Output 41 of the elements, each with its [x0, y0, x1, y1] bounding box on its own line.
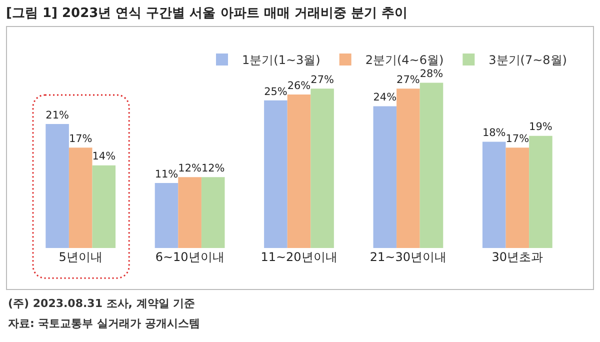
legend-label: 2분기(4~6월)	[365, 53, 444, 68]
chart-title: [그림 1] 2023년 연식 구간별 서울 아파트 매매 거래비중 분기 추이	[6, 5, 408, 22]
data-label: 12%	[201, 162, 225, 175]
bar	[68, 148, 92, 248]
legend-label: 3분기(7~8월)	[488, 53, 567, 68]
data-label: 19%	[529, 121, 552, 134]
x-tick-label: 21~30년이내	[370, 250, 446, 264]
bar	[396, 88, 420, 248]
bar	[420, 82, 444, 248]
data-label: 18%	[482, 127, 506, 140]
bar	[506, 148, 530, 248]
text: (주) 2023.08.31 조사, 계약일 기준	[8, 296, 196, 311]
x-tick-label: 11~20년이내	[260, 250, 338, 264]
bar	[373, 106, 397, 248]
bar	[287, 94, 311, 248]
x-tick-label: 5년이내	[58, 250, 102, 264]
bar	[264, 100, 288, 248]
data-label: 11%	[154, 168, 178, 180]
bar	[482, 142, 506, 248]
bar	[92, 165, 116, 248]
data-label: 12%	[178, 162, 202, 175]
data-label: 17%	[68, 133, 92, 146]
data-label: 27%	[396, 74, 420, 86]
bar	[529, 136, 552, 248]
bar	[178, 177, 202, 248]
data-label: 26%	[287, 80, 311, 92]
data-label: 17%	[506, 133, 530, 146]
x-tick-label: 6~10년이내	[155, 250, 224, 264]
x-tick-label: 30년초과	[492, 250, 544, 264]
data-label: 27%	[310, 74, 334, 86]
legend-label: 1분기(1~3월)	[242, 53, 320, 68]
bar	[154, 183, 178, 248]
text: 자료: 국토교통부 실거래가 공개시스템	[8, 316, 200, 331]
bar	[46, 124, 69, 248]
data-label: 25%	[264, 86, 288, 98]
bar	[310, 88, 334, 248]
data-label: 24%	[373, 92, 397, 104]
data-label: 21%	[46, 109, 69, 122]
data-label: 14%	[92, 150, 116, 163]
bar	[201, 177, 225, 248]
data-label: 28%	[420, 68, 444, 80]
